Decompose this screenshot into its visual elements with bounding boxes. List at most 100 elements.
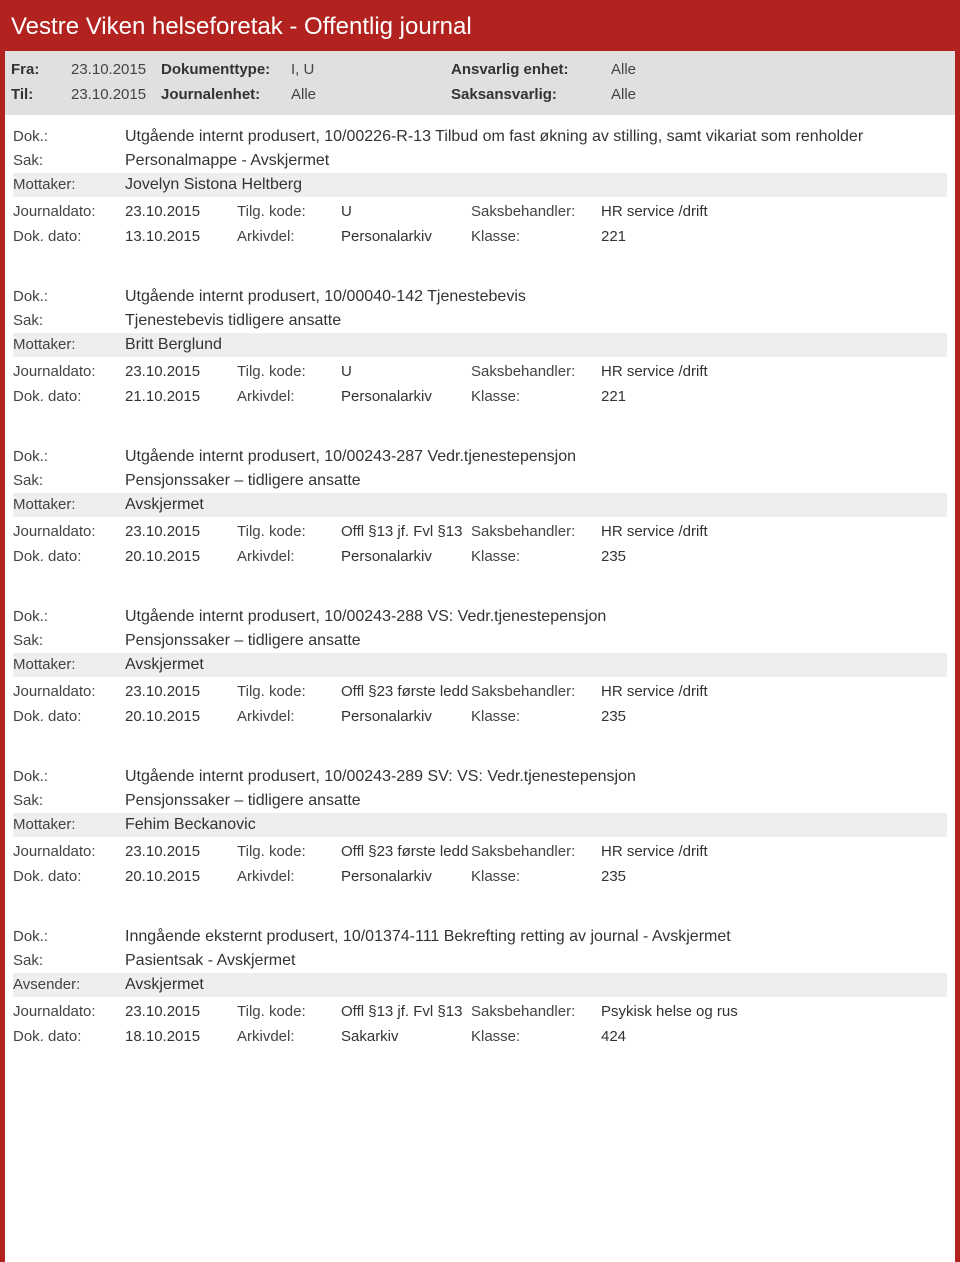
journaldato-value: 23.10.2015 (125, 843, 237, 860)
sak-value: Personalmappe - Avskjermet (125, 152, 947, 170)
journal-entry: Dok.:Utgående internt produsert, 10/0004… (5, 275, 955, 435)
dok-value: Inngående eksternt produsert, 10/01374-1… (125, 928, 947, 946)
journaldato-value: 23.10.2015 (125, 523, 237, 540)
entry-row: Dok.:Utgående internt produsert, 10/0024… (13, 765, 947, 789)
dokdato-label: Dok. dato: (13, 388, 125, 405)
tilgkode-label: Tilg. kode: (237, 203, 341, 220)
saksbehandler-label: Saksbehandler: (471, 363, 601, 380)
saksbehandler-value: HR service /drift (601, 843, 947, 860)
filter-bar: Fra: 23.10.2015 Dokumenttype: I, U Ansva… (5, 51, 955, 115)
arkivdel-label: Arkivdel: (237, 228, 341, 245)
journaldato-label: Journaldato: (13, 683, 125, 700)
sak-label: Sak: (13, 312, 125, 330)
sak-label: Sak: (13, 152, 125, 170)
entries-container: Dok.:Utgående internt produsert, 10/0022… (5, 115, 955, 1075)
party-value: Fehim Beckanovic (125, 816, 947, 834)
sak-label: Sak: (13, 632, 125, 650)
party-value: Avskjermet (125, 656, 947, 674)
saksbehandler-label: Saksbehandler: (471, 683, 601, 700)
dokdato-value: 18.10.2015 (125, 1028, 237, 1045)
tilgkode-label: Tilg. kode: (237, 363, 341, 380)
saksbehandler-value: HR service /drift (601, 523, 947, 540)
party-label: Mottaker: (13, 176, 125, 194)
journaldato-label: Journaldato: (13, 1003, 125, 1020)
klasse-label: Klasse: (471, 228, 601, 245)
tilgkode-value: Offl §13 jf. Fvl §13 (341, 523, 471, 540)
saksbehandler-value: Psykisk helse og rus (601, 1003, 947, 1020)
entry-row: Sak:Pensjonssaker – tidligere ansatte (13, 469, 947, 493)
tilgkode-value: Offl §13 jf. Fvl §13 (341, 1003, 471, 1020)
meta-grid: Journaldato:23.10.2015Tilg. kode:Offl §2… (13, 677, 947, 725)
saksbehandler-value: HR service /drift (601, 363, 947, 380)
entry-row: Sak:Personalmappe - Avskjermet (13, 149, 947, 173)
saksbehandler-label: Saksbehandler: (471, 523, 601, 540)
arkivdel-label: Arkivdel: (237, 1028, 341, 1045)
klasse-label: Klasse: (471, 388, 601, 405)
klasse-value: 235 (601, 868, 947, 885)
page-title: Vestre Viken helseforetak - Offentlig jo… (11, 13, 472, 40)
klasse-label: Klasse: (471, 708, 601, 725)
journaldato-value: 23.10.2015 (125, 203, 237, 220)
filter-fra-label: Fra: (11, 61, 71, 78)
entry-row: Dok.:Utgående internt produsert, 10/0022… (13, 125, 947, 149)
arkivdel-value: Personalarkiv (341, 708, 471, 725)
entry-row: Sak:Pensjonssaker – tidligere ansatte (13, 789, 947, 813)
klasse-value: 221 (601, 388, 947, 405)
tilgkode-label: Tilg. kode: (237, 843, 341, 860)
tilgkode-label: Tilg. kode: (237, 523, 341, 540)
entry-row: Dok.:Utgående internt produsert, 10/0004… (13, 285, 947, 309)
klasse-label: Klasse: (471, 1028, 601, 1045)
dokdato-label: Dok. dato: (13, 868, 125, 885)
sak-value: Pensjonssaker – tidligere ansatte (125, 792, 947, 810)
filter-ansvarlig-value: Alle (611, 61, 949, 78)
klasse-value: 235 (601, 708, 947, 725)
filter-ansvarlig-label: Ansvarlig enhet: (451, 61, 611, 78)
arkivdel-value: Personalarkiv (341, 388, 471, 405)
party-value: Avskjermet (125, 976, 947, 994)
dokdato-label: Dok. dato: (13, 1028, 125, 1045)
party-value: Britt Berglund (125, 336, 947, 354)
entry-row: Dok.:Utgående internt produsert, 10/0024… (13, 605, 947, 629)
journal-entry: Dok.:Inngående eksternt produsert, 10/01… (5, 915, 955, 1075)
party-label: Mottaker: (13, 496, 125, 514)
filter-saksansvarlig-value: Alle (611, 86, 949, 103)
saksbehandler-label: Saksbehandler: (471, 203, 601, 220)
filter-journalenhet-value: Alle (291, 86, 451, 103)
dokdato-label: Dok. dato: (13, 708, 125, 725)
journal-entry: Dok.:Utgående internt produsert, 10/0024… (5, 435, 955, 595)
page-frame: Vestre Viken helseforetak - Offentlig jo… (0, 0, 960, 1262)
arkivdel-label: Arkivdel: (237, 388, 341, 405)
dok-value: Utgående internt produsert, 10/00243-289… (125, 768, 947, 786)
entry-row: Avsender:Avskjermet (13, 973, 947, 997)
dok-label: Dok.: (13, 928, 125, 946)
sak-value: Tjenestebevis tidligere ansatte (125, 312, 947, 330)
filter-doktype-label: Dokumenttype: (161, 61, 291, 78)
tilgkode-value: U (341, 363, 471, 380)
filter-doktype-value: I, U (291, 61, 451, 78)
dok-value: Utgående internt produsert, 10/00040-142… (125, 288, 947, 306)
entry-row: Dok.:Inngående eksternt produsert, 10/01… (13, 925, 947, 949)
journaldato-label: Journaldato: (13, 843, 125, 860)
entry-row: Sak:Pasientsak - Avskjermet (13, 949, 947, 973)
journal-entry: Dok.:Utgående internt produsert, 10/0022… (5, 115, 955, 275)
arkivdel-label: Arkivdel: (237, 548, 341, 565)
entry-row: Sak:Tjenestebevis tidligere ansatte (13, 309, 947, 333)
klasse-label: Klasse: (471, 548, 601, 565)
journaldato-label: Journaldato: (13, 203, 125, 220)
journal-entry: Dok.:Utgående internt produsert, 10/0024… (5, 755, 955, 915)
klasse-value: 424 (601, 1028, 947, 1045)
entry-row: Sak:Pensjonssaker – tidligere ansatte (13, 629, 947, 653)
meta-grid: Journaldato:23.10.2015Tilg. kode:Offl §1… (13, 517, 947, 565)
filter-saksansvarlig-label: Saksansvarlig: (451, 86, 611, 103)
dok-label: Dok.: (13, 288, 125, 306)
sak-value: Pasientsak - Avskjermet (125, 952, 947, 970)
dokdato-label: Dok. dato: (13, 548, 125, 565)
tilgkode-label: Tilg. kode: (237, 1003, 341, 1020)
dok-value: Utgående internt produsert, 10/00243-287… (125, 448, 947, 466)
arkivdel-label: Arkivdel: (237, 868, 341, 885)
saksbehandler-label: Saksbehandler: (471, 843, 601, 860)
party-label: Mottaker: (13, 656, 125, 674)
filter-fra-value: 23.10.2015 (71, 61, 161, 78)
journaldato-value: 23.10.2015 (125, 1003, 237, 1020)
filter-journalenhet-label: Journalenhet: (161, 86, 291, 103)
